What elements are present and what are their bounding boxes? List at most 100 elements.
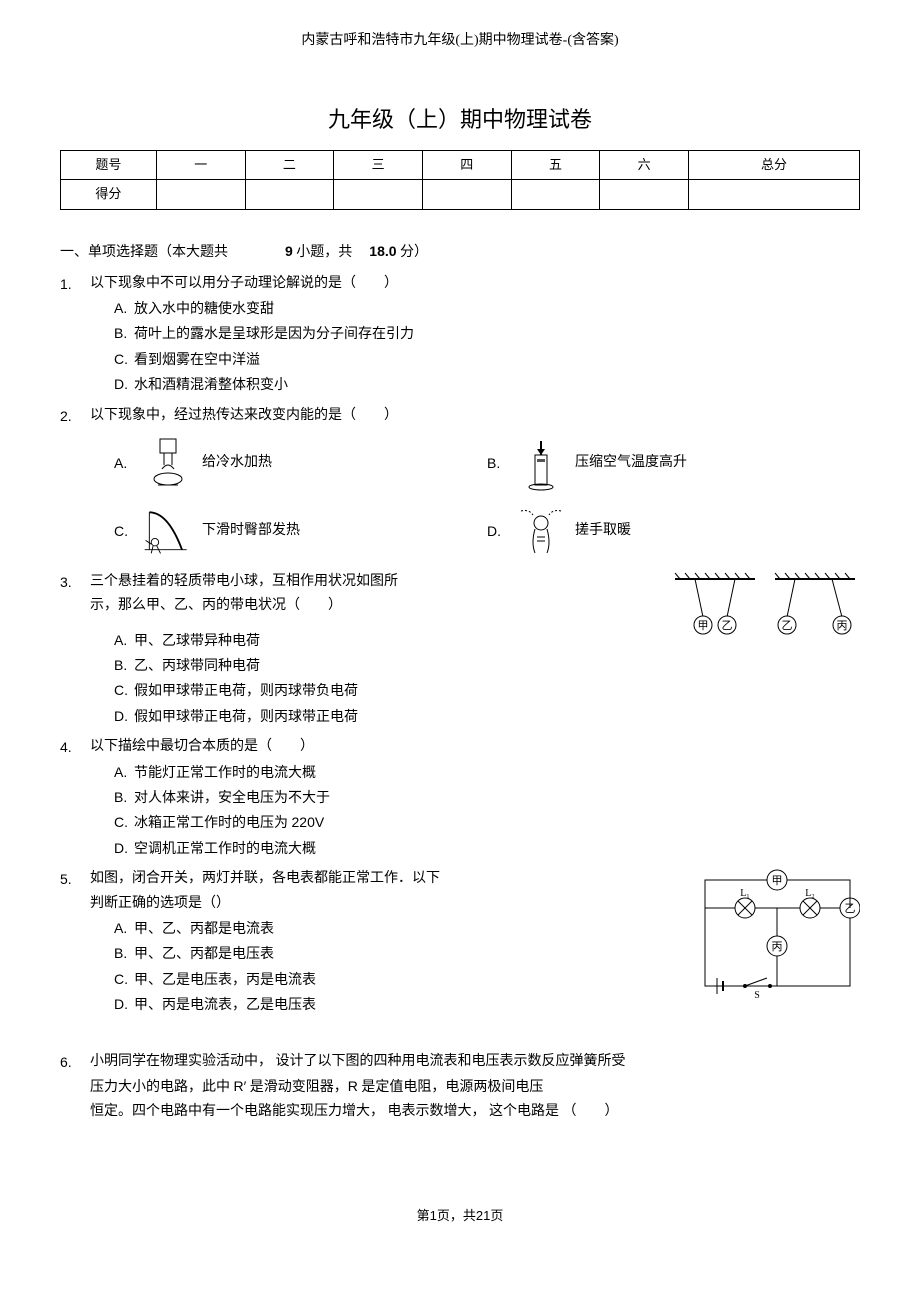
cell (689, 180, 860, 210)
choice-d: D.水和酒精混淆整体积变小 (114, 373, 860, 397)
choice-text: 荷叶上的露水是呈球形是因为分子间存在引力 (134, 327, 414, 342)
question-1: 1. 以下现象中不可以用分子动理论解说的是（ ） A.放入水中的糖使水变甜 B.… (60, 273, 860, 399)
svg-text:L₁: L₁ (740, 888, 750, 899)
choice-text: 假如甲球带正电荷，则丙球带负电荷 (134, 684, 358, 699)
question-number: 3. (60, 571, 90, 730)
exam-title: 九年级（上）期中物理试卷 (60, 102, 860, 137)
symbol-r: R (348, 1078, 358, 1094)
cell (600, 180, 689, 210)
choice-d: D.假如甲球带正电荷，则丙球带正电荷 (114, 705, 660, 729)
choice-a: A.放入水中的糖使水变甜 (114, 297, 860, 321)
footer-post: 页 (490, 1208, 503, 1223)
circuit-diagram-icon: 甲 L₁ L₂ 乙 丙 S (695, 868, 860, 1006)
question-5: 5. 如图，闭合开关，两灯并联，各电表都能正常工作．以下 判断正确的选项是（） … (60, 868, 860, 1018)
choice-d: D.甲、丙是电流表，乙是电压表 (114, 993, 680, 1017)
choice-c: C.甲、乙是电压表，丙是电流表 (114, 968, 680, 992)
choice-text: 放入水中的糖使水变甜 (134, 302, 274, 317)
table-row: 得分 (61, 180, 860, 210)
question-3: 3. 三个悬挂着的轻质带电小球，互相作用状况如图所 示，那么甲、乙、丙的带电状况… (60, 571, 860, 730)
svg-text:乙: 乙 (722, 619, 733, 632)
rub-hands-icon (513, 503, 569, 559)
page-footer: 第1页，共21页 (60, 1206, 860, 1227)
cell (422, 180, 511, 210)
choice-a: A. 给冷水加热 (114, 435, 487, 491)
question-stem: 以下描绘中最切合本质的是（ ） (90, 736, 860, 758)
choice-text: 甲、乙、丙都是电流表 (134, 922, 274, 937)
choice-d: D. 搓手取暖 (487, 503, 860, 559)
question-2: 2. 以下现象中，经过热传达来改变内能的是（ ） A. (60, 405, 860, 565)
choice-c: C. 下滑时臀部发热 (114, 503, 487, 559)
choice-text: 甲、乙、丙都是电压表 (134, 947, 274, 962)
choice-a: A.节能灯正常工作时的电流大概 (114, 761, 860, 785)
symbol-r-prime: R′ (234, 1078, 247, 1094)
score-table: 题号 一 二 三 四 五 六 总分 得分 (60, 150, 860, 211)
question-stem: 以下现象中不可以用分子动理论解说的是（ ） (90, 273, 860, 295)
choice-text: 甲、乙是电压表，丙是电流表 (134, 973, 316, 988)
footer-current-page: 1 (430, 1208, 437, 1223)
table-row: 题号 一 二 三 四 五 六 总分 (61, 150, 860, 180)
choice-c: C.假如甲球带正电荷，则丙球带负电荷 (114, 679, 660, 703)
question-stem-line2: 压力大小的电路，此中 R′ 是滑动变阻器，R 是定值电阻，电源两极间电压 (90, 1075, 860, 1099)
question-number: 6. (60, 1051, 90, 1126)
pendulum-balls-icon: 甲 乙 乙 丙 (670, 571, 860, 649)
svg-text:甲: 甲 (698, 620, 709, 632)
question-count: 9 (285, 243, 293, 259)
svg-text:丙: 丙 (772, 941, 783, 953)
section-unit: 小题，共 (296, 245, 352, 260)
cell: 六 (600, 150, 689, 180)
compress-air-icon (513, 435, 569, 491)
question-stem-line3: 恒定。四个电路中有一个电路能实现压力增大， 电表示数增大， 这个电路是 （ ） (90, 1101, 860, 1123)
text: 压力大小的电路，此中 (90, 1080, 234, 1095)
choice-b: B.荷叶上的露水是呈球形是因为分子间存在引力 (114, 322, 860, 346)
heating-water-icon (140, 435, 196, 491)
cell: 五 (511, 150, 600, 180)
svg-text:丙: 丙 (837, 620, 848, 632)
text: 是滑动变阻器， (246, 1080, 348, 1095)
choice-text: 甲、丙是电流表，乙是电压表 (134, 998, 316, 1013)
cell (511, 180, 600, 210)
choice-text: 乙、丙球带同种电荷 (134, 659, 260, 674)
question-number: 4. (60, 736, 90, 862)
choice-text: 水和酒精混淆整体积变小 (134, 378, 288, 393)
choice-a: A.甲、乙球带异种电荷 (114, 629, 660, 653)
cell (334, 180, 423, 210)
question-stem: 以下现象中，经过热传达来改变内能的是（ ） (90, 405, 860, 427)
cell: 一 (156, 150, 245, 180)
choice-b: B.乙、丙球带同种电荷 (114, 654, 660, 678)
question-stem-line1: 三个悬挂着的轻质带电小球，互相作用状况如图所 (90, 571, 660, 593)
question-list: 1. 以下现象中不可以用分子动理论解说的是（ ） A.放入水中的糖使水变甜 B.… (60, 273, 860, 1126)
choice-b: B.甲、乙、丙都是电压表 (114, 942, 680, 966)
svg-text:甲: 甲 (772, 875, 783, 887)
svg-text:乙: 乙 (782, 619, 793, 632)
choice-c: C.冰箱正常工作时的电压为 220V (114, 811, 860, 835)
choice-a: A.甲、乙、丙都是电流表 (114, 917, 680, 941)
footer-mid: 页，共 (437, 1208, 476, 1223)
choice-text: 对人体来讲，安全电压为不大于 (134, 791, 330, 806)
svg-text:S: S (754, 990, 760, 998)
question-number: 2. (60, 405, 90, 565)
choice-text: 看到烟雾在空中洋溢 (134, 353, 260, 368)
cell: 四 (422, 150, 511, 180)
cell: 题号 (61, 150, 157, 180)
question-number: 1. (60, 273, 90, 399)
text: 是定值电阻，电源两极间电压 (358, 1080, 544, 1095)
choice-value: 220V (292, 814, 325, 830)
section-score: 18.0 (369, 243, 396, 259)
cell: 得分 (61, 180, 157, 210)
choice-b: B.对人体来讲，安全电压为不大于 (114, 786, 860, 810)
footer-total-pages: 21 (476, 1208, 490, 1223)
choice-c: C.看到烟雾在空中洋溢 (114, 348, 860, 372)
choice-text: 冰箱正常工作时的电压为 (134, 816, 288, 831)
cell: 总分 (689, 150, 860, 180)
section-title: 一、单项选择题（本大题共 9 小题，共 18.0 分） (60, 240, 860, 264)
question-4: 4. 以下描绘中最切合本质的是（ ） A.节能灯正常工作时的电流大概 B.对人体… (60, 736, 860, 862)
choice-text: 搓手取暖 (575, 520, 631, 542)
choice-text: 节能灯正常工作时的电流大概 (134, 766, 316, 781)
question-stem-line1: 如图，闭合开关，两灯并联，各电表都能正常工作．以下 (90, 868, 680, 890)
choice-text: 压缩空气温度高升 (575, 452, 687, 474)
question-number: 5. (60, 868, 90, 1018)
section-suffix: 分） (400, 245, 428, 260)
cell (245, 180, 334, 210)
question-stem-line2: 示，那么甲、乙、丙的带电状况（ ） (90, 595, 660, 617)
question-stem-line1: 小明同学在物理实验活动中， 设计了以下图的四种用电流表和电压表示数反应弹簧所受 (90, 1051, 860, 1073)
